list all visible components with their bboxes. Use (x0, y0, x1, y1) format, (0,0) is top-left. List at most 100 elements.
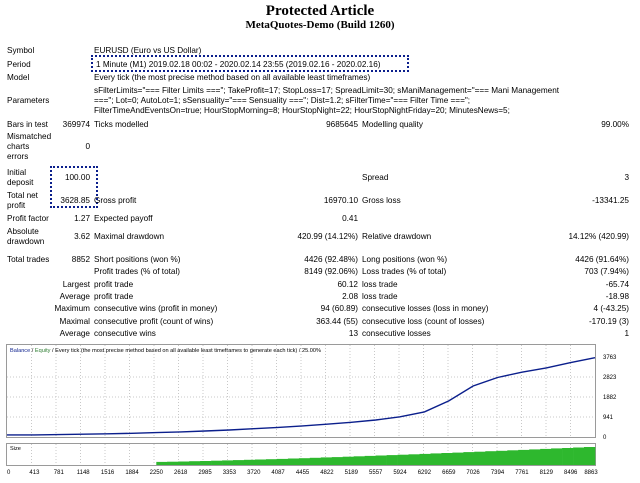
legend-equity: Equity (35, 348, 51, 354)
x-tick-label: 4455 (296, 470, 310, 476)
y-tick-label: 941 (603, 415, 614, 421)
legend-description: / Every tick (the most precise method ba… (50, 348, 321, 354)
size-bar (287, 458, 300, 465)
x-tick-label: 413 (29, 470, 40, 476)
size-bar (507, 450, 519, 465)
x-tick-label: 1884 (125, 470, 139, 476)
maximum-label: Maximum (54, 304, 90, 313)
largest-loss-label: loss trade (362, 280, 398, 289)
payoff-value: 0.41 (342, 214, 358, 223)
deposit-profit-highlight-box (50, 166, 98, 208)
x-tick-label: 7761 (515, 470, 529, 476)
y-axis-ticks: 3763 2823 1882 941 0 (603, 355, 617, 441)
mismatch-label-3: errors (7, 152, 29, 161)
x-tick-label: 5924 (393, 470, 407, 476)
deposit-label-1: Initial (7, 168, 27, 177)
size-bars (156, 447, 596, 465)
size-bar (496, 450, 508, 465)
reldd-value: 14.12% (420.99) (568, 232, 629, 241)
size-bar (178, 461, 190, 465)
x-tick-label: 781 (54, 470, 65, 476)
size-bar (463, 452, 475, 465)
page-title: Protected Article (265, 3, 375, 19)
loss-trades-value: 703 (7.94%) (584, 267, 629, 276)
average-loss-label: loss trade (362, 292, 398, 301)
size-bar (320, 457, 333, 465)
legend-balance: Balance (10, 348, 30, 354)
x-tick-label: 2985 (198, 470, 212, 476)
max-cl-label: consecutive losses (loss in money) (362, 304, 489, 313)
average-loss-value: -18.98 (605, 292, 629, 301)
size-label: Size (10, 446, 21, 452)
parameters-line-3: FilterTimeAndEventsOn=true; HourStopMorn… (94, 106, 510, 115)
x-tick-label: 7026 (466, 470, 480, 476)
period-value: 1 Minute (M1) 2019.02.18 00:02 - 2020.02… (96, 60, 381, 69)
size-bar (573, 447, 585, 465)
grossloss-value: -13341.25 (592, 196, 629, 205)
grossloss-label: Gross loss (362, 196, 401, 205)
size-bar (298, 458, 311, 465)
short-label: Short positions (won %) (94, 255, 181, 264)
size-bar (474, 451, 486, 465)
pf-value: 1.27 (74, 214, 90, 223)
size-bar (452, 452, 464, 465)
bars-label: Bars in test (7, 120, 48, 129)
size-bar (408, 454, 420, 465)
x-tick-label: 2618 (174, 470, 188, 476)
y-tick-label: 0 (603, 435, 607, 441)
size-bar (485, 451, 497, 465)
size-bar (211, 460, 223, 465)
deposit-label-2: deposit (7, 178, 34, 187)
x-tick-label: 6659 (442, 470, 456, 476)
x-tick-label: 0 (7, 470, 11, 476)
short-value: 4426 (92.48%) (304, 255, 358, 264)
symbol-value: EURUSD (Euro vs US Dollar) (94, 46, 202, 55)
spread-value: 3 (624, 173, 629, 182)
size-bar (584, 447, 596, 465)
parameters-line-2: ==="; Lot=0; AutoLot=1; sSensuality="===… (94, 96, 471, 105)
max-cl-value: 4 (-43.25) (593, 304, 630, 313)
absdd-label-1: Absolute (7, 227, 39, 236)
largest-profit-value: 60.12 (337, 280, 359, 289)
deposit-value: 100.00 (64, 173, 90, 182)
trades-label: Total trades (7, 255, 50, 264)
x-tick-label: 3720 (247, 470, 261, 476)
profit-trades-label: Profit trades (% of total) (94, 267, 181, 276)
size-grid (31, 444, 571, 465)
parameters-label: Parameters (7, 96, 50, 105)
x-tick-label: 4087 (271, 470, 285, 476)
period-highlight-box (91, 55, 409, 72)
size-bar (518, 449, 530, 465)
avg-cw-value: 13 (348, 329, 358, 338)
maximal-label: Maximal (59, 317, 90, 326)
average-profit-label: profit trade (94, 292, 134, 301)
mismatch-label-1: Mismatched (7, 132, 52, 141)
payoff-label: Expected payoff (94, 214, 153, 223)
x-tick-label: 8496 (564, 470, 578, 476)
size-bar (430, 453, 442, 465)
mismatch-value: 0 (85, 142, 90, 151)
avg-cl-label: consecutive losses (362, 329, 431, 338)
size-bar (562, 448, 574, 465)
size-bar (353, 456, 365, 465)
parameters-line-1: sFilterLimits="=== Filter Limits ==="; T… (94, 86, 560, 95)
bars-value: 369974 (62, 120, 90, 129)
netprofit-value: 3628.85 (60, 196, 90, 205)
model-value: Every tick (the most precise method base… (94, 73, 371, 82)
main-grid (7, 345, 595, 437)
x-tick-label: 6292 (418, 470, 432, 476)
chart-legend: Balance / Equity / Every tick (the most … (10, 348, 321, 354)
trades-value: 8852 (71, 255, 90, 264)
maxdd-value: 420.99 (14.12%) (297, 232, 358, 241)
netprofit-label-1: Total net (7, 191, 38, 200)
avg-cw-label: consecutive wins (94, 329, 156, 338)
largest-profit-label: profit trade (94, 280, 134, 289)
size-bar (529, 449, 541, 465)
x-tick-label: 5189 (345, 470, 359, 476)
ticks-value: 9685645 (326, 120, 358, 129)
reldd-label: Relative drawdown (362, 232, 432, 241)
long-value: 4426 (91.64%) (575, 255, 629, 264)
absdd-label-2: drawdown (7, 237, 45, 246)
y-tick-label: 2823 (603, 375, 617, 381)
size-bar (540, 448, 552, 465)
